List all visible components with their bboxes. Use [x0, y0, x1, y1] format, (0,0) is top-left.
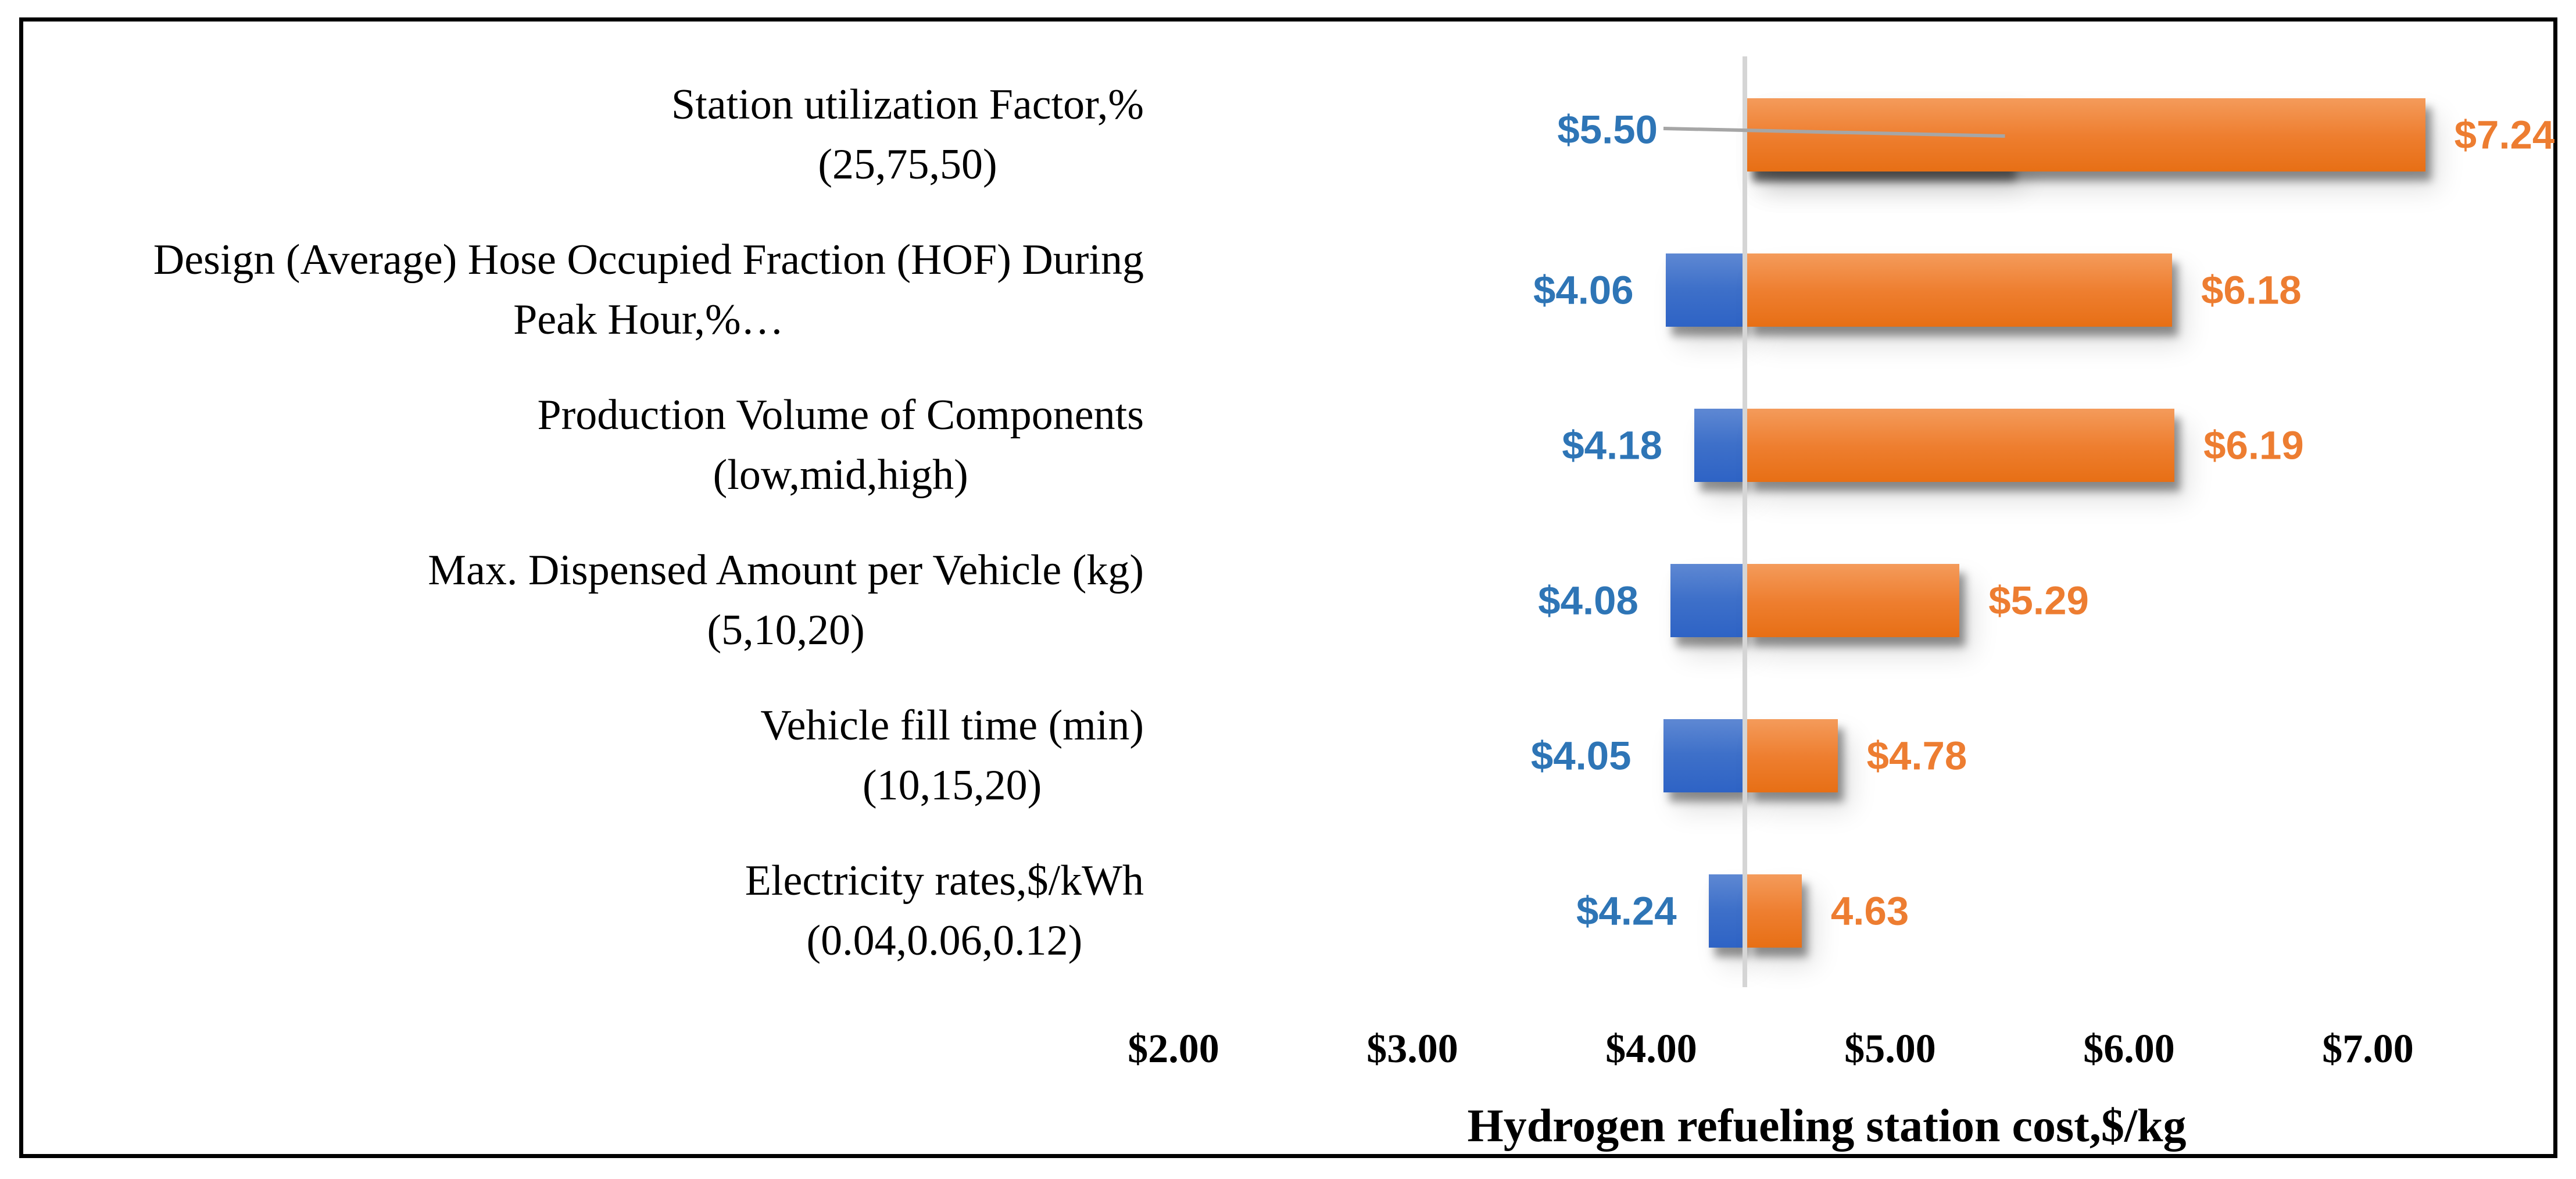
value-label-low: $4.18	[1562, 423, 1662, 468]
category-label: Design (Average) Hose Occupied Fraction …	[153, 230, 1144, 350]
axis-tick-label: $3.00	[1366, 1027, 1458, 1071]
category-label-line: Electricity rates,$/kWh	[745, 857, 1144, 905]
axis-tick-label: $4.00	[1605, 1027, 1697, 1071]
bar-low	[1665, 253, 1743, 327]
value-label-high: $6.18	[2201, 267, 2302, 313]
category-label-line: Peak Hour,%…	[513, 296, 784, 344]
category-label-line: (25,75,50)	[818, 141, 997, 188]
bar-high	[1747, 98, 2425, 172]
bar-high	[1747, 874, 1802, 948]
category-label-line: (10,15,20)	[863, 762, 1042, 809]
axis-tick-label: $5.00	[1844, 1027, 1936, 1071]
category-label: Vehicle fill time (min) (10,15,20)	[760, 696, 1144, 816]
value-label-high: 4.63	[1830, 888, 1909, 934]
bar-low	[1708, 874, 1743, 948]
category-label-line: (5,10,20)	[707, 606, 865, 654]
bar-low	[1663, 719, 1743, 792]
bar-low	[1670, 564, 1743, 637]
value-label-low: $4.08	[1538, 578, 1638, 623]
category-label-line: (low,mid,high)	[713, 451, 968, 499]
category-label-line: (0.04,0.06,0.12)	[806, 917, 1083, 964]
category-label: Max. Dispensed Amount per Vehicle (kg) (5…	[428, 541, 1144, 660]
category-label-line: Design (Average) Hose Occupied Fraction …	[153, 236, 1144, 284]
axis-tick-label: $7.00	[2322, 1027, 2414, 1071]
axis-tick-label: $6.00	[2083, 1027, 2175, 1071]
value-label-low: $4.06	[1533, 267, 1634, 313]
value-label-high: $7.24	[2454, 112, 2555, 158]
category-label: Production Volume of Components (low,mid,…	[537, 385, 1144, 505]
bar-high	[1747, 564, 1960, 637]
value-label-low: $5.50	[1557, 107, 1658, 152]
bar-high	[1747, 253, 2172, 327]
chart-frame	[19, 17, 2557, 1158]
value-label-high: $4.78	[1866, 733, 1967, 778]
category-label: Station utilization Factor,% (25,75,50)	[671, 75, 1144, 195]
value-label-high: $5.29	[1988, 578, 2089, 623]
axis-tick-label: $2.00	[1128, 1027, 1219, 1071]
x-axis-title: Hydrogen refueling station cost,$/kg	[1467, 1101, 2187, 1152]
bar-high	[1747, 719, 1838, 792]
bar-high	[1747, 409, 2175, 482]
value-label-low: $4.24	[1576, 888, 1677, 934]
category-label-line: Vehicle fill time (min)	[760, 702, 1144, 749]
category-label: Electricity rates,$/kWh (0.04,0.06,0.12)	[745, 851, 1144, 971]
category-label-line: Production Volume of Components	[537, 391, 1144, 439]
value-label-high: $6.19	[2203, 423, 2304, 468]
bar-low	[1694, 409, 1743, 482]
category-label-line: Max. Dispensed Amount per Vehicle (kg)	[428, 546, 1144, 594]
category-label-line: Station utilization Factor,%	[671, 81, 1144, 128]
baseline-gridline	[1743, 56, 1747, 987]
value-label-low: $4.05	[1530, 733, 1632, 778]
